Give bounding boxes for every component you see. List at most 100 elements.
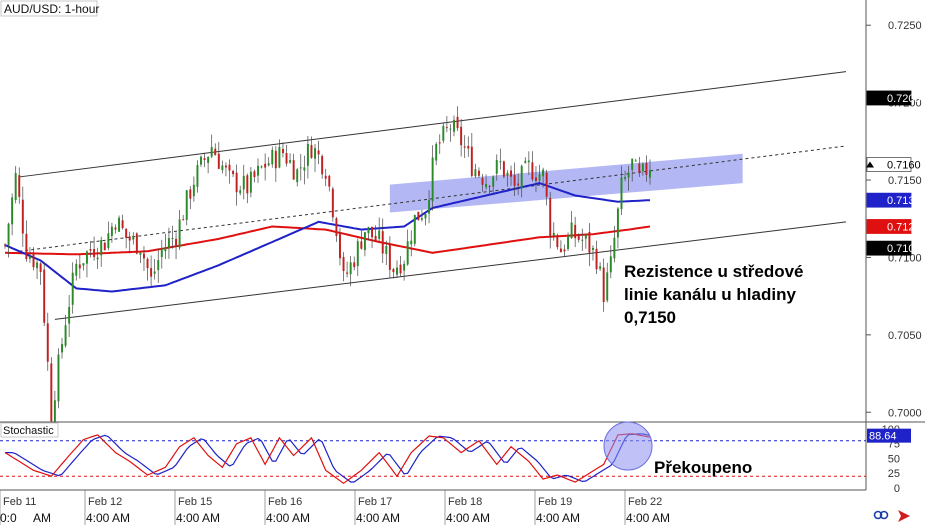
candle-body [595, 248, 598, 270]
candle-body [314, 148, 317, 159]
candle-body [103, 242, 106, 251]
candle-body [171, 238, 174, 240]
candle-body [249, 171, 252, 193]
candle-body [274, 150, 277, 169]
logo-arrow-icon[interactable] [898, 510, 910, 522]
candle-body [403, 263, 406, 271]
candle-body [599, 266, 602, 269]
candle-body [4, 244, 6, 246]
candle-body [463, 146, 466, 148]
price-marker-box [866, 219, 912, 234]
candle-body [46, 323, 49, 362]
candle-body [11, 197, 14, 225]
channel-upper-line [19, 71, 847, 178]
time-tick-label: AM [33, 511, 51, 525]
candle-body [257, 165, 259, 176]
candle-body [200, 156, 202, 165]
price-marker-label: 0.7106 [887, 243, 921, 255]
candle-body [153, 271, 156, 274]
candle-body [531, 162, 534, 180]
candle-body [246, 175, 249, 194]
stoch-label-box [0, 422, 59, 438]
time-tick-label: 4:00 AM [86, 511, 130, 525]
candle-body [75, 263, 78, 276]
candle-body [460, 126, 463, 146]
candle-body [21, 199, 24, 234]
candle-body [631, 158, 634, 170]
candle-body [96, 257, 99, 260]
date-tick-label: Feb 16 [268, 496, 302, 508]
candle-body [506, 172, 509, 176]
candle-body [28, 256, 31, 259]
candle-body [388, 244, 391, 270]
candle-body [346, 272, 349, 274]
candle-body [25, 233, 28, 260]
candle-body [470, 146, 473, 176]
candle-body [107, 233, 110, 249]
candle-body [150, 268, 153, 277]
candle-body [510, 170, 512, 177]
time-tick-label: 4:00 AM [356, 511, 400, 525]
candle-body [146, 258, 149, 269]
stochastic-axis: 025507510088.64 [867, 424, 911, 495]
candle-body [371, 226, 374, 238]
candle-body [128, 236, 131, 241]
candle-body [139, 252, 142, 255]
candle-body [321, 156, 324, 175]
candle-body [192, 184, 195, 197]
price-tick-label: 0.7050 [888, 330, 922, 342]
title-box [0, 0, 98, 17]
candles-layer [4, 106, 651, 431]
current-price-arrow-icon [866, 161, 874, 168]
candle-body [7, 223, 10, 246]
candle-body [175, 238, 178, 246]
link-icon[interactable] [873, 510, 889, 520]
candle-body [217, 153, 220, 169]
candle-body [485, 184, 488, 188]
candle-body [253, 171, 256, 178]
candle-body [517, 183, 520, 186]
price-marker-label: 0.7160 [887, 160, 921, 172]
candle-body [527, 160, 530, 163]
candle-body [228, 164, 231, 171]
candle-body [499, 161, 502, 163]
candle-body [620, 177, 623, 210]
time-axis: Feb 11 Feb 12 Feb 15 Feb 16 Feb 17 Feb 18 Feb … [0, 490, 670, 525]
candle-body [556, 235, 559, 248]
candle-body [242, 175, 245, 190]
candle-body [267, 163, 270, 166]
candle-body [495, 159, 498, 174]
candle-body [545, 172, 548, 197]
candle-body [367, 227, 370, 234]
stoch-tick-label: 0 [894, 483, 900, 495]
stochastic-panel [0, 433, 866, 485]
candle-body [167, 238, 170, 248]
candle-body [207, 156, 210, 163]
candle-body [32, 253, 35, 268]
stoch-value-marker-box [867, 428, 911, 443]
candle-body [445, 127, 448, 129]
candle-body [634, 160, 637, 162]
moving-averages-layer [4, 182, 651, 293]
candle-body [488, 186, 491, 188]
candle-body [157, 260, 160, 271]
candle-body [299, 167, 302, 169]
candle-body [239, 190, 242, 194]
candle-body [513, 175, 516, 186]
candle-body [224, 165, 227, 168]
date-tick-label: Feb 17 [358, 496, 392, 508]
candle-body [574, 224, 577, 239]
date-tick-label: Feb 19 [538, 496, 572, 508]
price-marker-label: 0.7203 [887, 93, 921, 105]
candle-body [160, 248, 163, 258]
time-tick-label: 4:00 AM [176, 511, 220, 525]
candle-body [82, 263, 85, 266]
candle-body [50, 363, 53, 422]
candle-body [641, 163, 644, 172]
candle-body [502, 161, 505, 177]
price-marker-label: 0.7120 [887, 221, 921, 233]
candle-body [374, 235, 377, 241]
candle-body [100, 239, 103, 256]
price-marker-box [866, 157, 912, 172]
